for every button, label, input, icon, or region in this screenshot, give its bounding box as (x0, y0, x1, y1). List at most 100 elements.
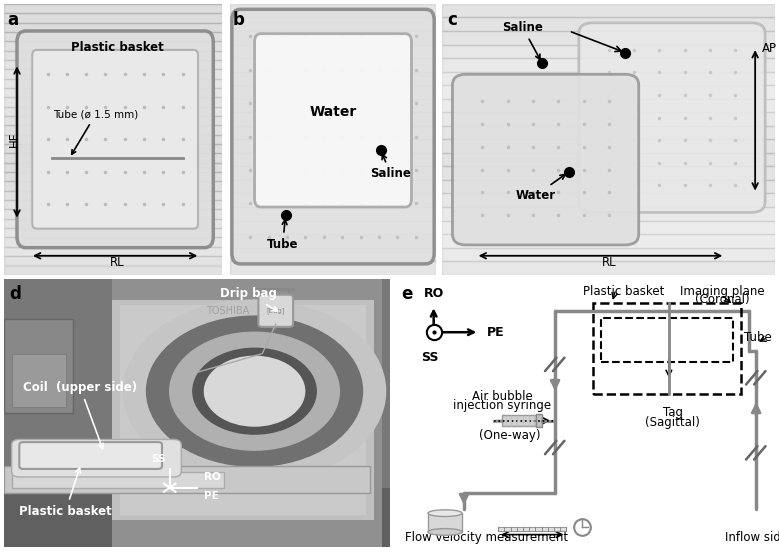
Bar (4, 319, 73, 413)
Bar (502, 415, 536, 426)
Text: a: a (7, 11, 18, 29)
Bar (442, 17, 775, 31)
Bar (442, 85, 775, 99)
Bar (442, 58, 775, 72)
Ellipse shape (428, 528, 462, 535)
Text: (Coronal): (Coronal) (695, 294, 749, 306)
Text: [bag]: [bag] (266, 307, 285, 314)
Bar (230, 153, 436, 166)
Text: Imaging plane: Imaging plane (680, 285, 764, 298)
Text: Saline: Saline (502, 21, 543, 59)
FancyBboxPatch shape (232, 9, 434, 264)
Bar (230, 4, 436, 17)
Bar (4, 116, 222, 125)
Bar (4, 172, 222, 181)
Text: HF: HF (9, 132, 21, 147)
Bar (601, 318, 733, 362)
Text: RL: RL (110, 256, 125, 269)
Circle shape (123, 300, 386, 482)
Text: (One-way): (One-way) (479, 429, 541, 442)
Text: Tag: Tag (663, 406, 682, 419)
Text: PE: PE (487, 326, 505, 339)
Text: Inflow side: Inflow side (724, 531, 779, 544)
Bar (230, 234, 436, 248)
Bar (4, 13, 222, 23)
Bar (442, 166, 775, 180)
Text: Tube (ø 1.5 mm): Tube (ø 1.5 mm) (53, 110, 138, 154)
Bar (593, 302, 741, 394)
Text: injection syringe: injection syringe (453, 400, 551, 412)
Bar (4, 42, 222, 51)
Text: RO: RO (204, 472, 221, 482)
Bar (230, 194, 436, 207)
Text: Flow velocity measurement: Flow velocity measurement (405, 531, 569, 544)
Circle shape (204, 356, 305, 426)
Text: Plastic basket: Plastic basket (583, 285, 664, 298)
Bar (442, 194, 775, 207)
FancyBboxPatch shape (259, 295, 293, 327)
Bar (230, 17, 436, 31)
Bar (4, 60, 222, 69)
Bar (4, 209, 222, 219)
Bar (4, 238, 222, 247)
Bar (442, 153, 775, 166)
Bar (4, 163, 222, 172)
Bar (4, 88, 222, 97)
Text: c: c (447, 11, 457, 29)
Bar (230, 261, 436, 275)
Bar (536, 414, 541, 427)
Text: SS: SS (151, 453, 166, 463)
Bar (230, 248, 436, 261)
Bar (119, 305, 366, 514)
Text: RL: RL (601, 256, 616, 269)
Bar (442, 126, 775, 139)
Bar (442, 72, 775, 85)
FancyBboxPatch shape (12, 440, 182, 477)
Bar (112, 279, 382, 547)
Bar (4, 144, 222, 153)
Bar (442, 139, 775, 153)
Bar (112, 300, 374, 520)
Text: d: d (9, 285, 22, 304)
Text: Plastic basket: Plastic basket (19, 468, 112, 517)
Bar (230, 139, 436, 153)
Bar (4, 23, 222, 32)
FancyBboxPatch shape (32, 50, 198, 229)
Bar (4, 98, 222, 107)
Text: SS: SS (421, 351, 439, 364)
Text: Saline: Saline (370, 154, 411, 180)
Bar (442, 180, 775, 194)
Bar (230, 72, 436, 85)
Bar (442, 207, 775, 220)
Text: Water: Water (516, 174, 565, 202)
Bar (12, 354, 65, 407)
Bar (442, 234, 775, 248)
Bar (442, 261, 775, 275)
FancyBboxPatch shape (19, 442, 162, 469)
Text: Tube: Tube (744, 331, 771, 344)
Bar (4, 107, 222, 116)
Bar (442, 112, 775, 126)
Bar (230, 99, 436, 112)
Bar (442, 4, 775, 17)
Bar (4, 488, 390, 547)
Bar (4, 32, 222, 41)
FancyBboxPatch shape (255, 34, 411, 207)
Circle shape (170, 332, 340, 450)
Bar (4, 135, 222, 144)
Bar (230, 85, 436, 99)
Bar (230, 207, 436, 220)
Bar (230, 220, 436, 234)
Bar (4, 466, 370, 493)
Text: Plastic basket: Plastic basket (71, 41, 164, 54)
Ellipse shape (428, 510, 462, 517)
Bar (4, 125, 222, 135)
Bar (230, 180, 436, 194)
Bar (4, 191, 222, 200)
Text: b: b (233, 11, 245, 29)
Text: TOSHIBA: TOSHIBA (206, 306, 249, 316)
Bar (4, 79, 222, 88)
Circle shape (146, 316, 362, 466)
Bar (230, 112, 436, 126)
Bar (4, 51, 222, 60)
